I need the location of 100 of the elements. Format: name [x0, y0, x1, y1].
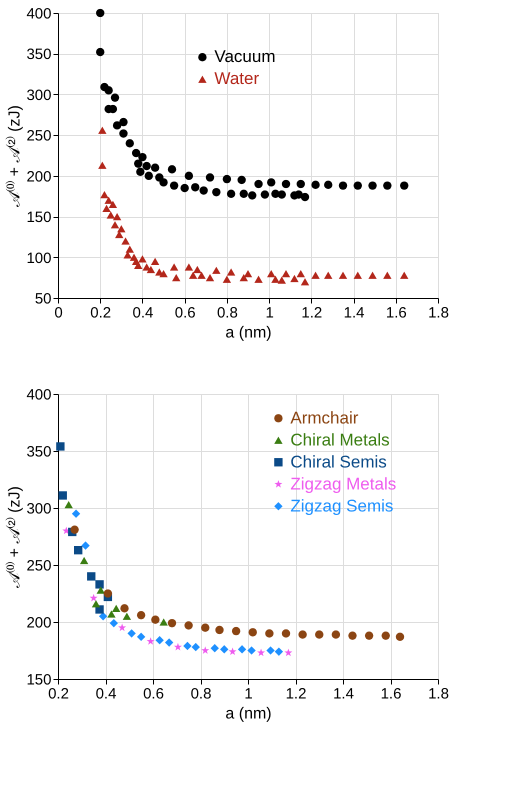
point — [136, 632, 146, 642]
point — [296, 270, 305, 278]
point — [136, 610, 146, 620]
x-tick-label: 1.2 — [286, 686, 306, 702]
point — [92, 600, 100, 608]
x-tick-label: 0.4 — [132, 304, 154, 322]
legend-label: Chiral Semis — [290, 452, 387, 472]
point — [348, 632, 357, 640]
point — [81, 541, 90, 550]
point — [127, 629, 136, 638]
y-tick-label: 300 — [26, 86, 52, 104]
point — [368, 181, 377, 190]
point — [134, 159, 142, 168]
point — [184, 172, 194, 180]
point — [400, 272, 408, 279]
point — [96, 586, 105, 594]
point — [193, 266, 202, 274]
point — [126, 246, 134, 253]
point — [212, 266, 221, 274]
point — [240, 190, 248, 198]
point — [247, 646, 256, 655]
point — [112, 604, 120, 612]
point — [267, 270, 276, 278]
point — [96, 8, 104, 18]
point — [240, 274, 248, 282]
point — [311, 272, 320, 279]
point — [72, 510, 80, 518]
legend-label: Armchair — [290, 408, 359, 428]
point — [184, 621, 193, 630]
point — [244, 270, 252, 278]
point — [121, 237, 130, 245]
x-tick-label: 0 — [54, 304, 63, 322]
x-tick-label: 0.2 — [90, 304, 112, 322]
y-tick-label: 100 — [26, 250, 52, 267]
point — [64, 500, 73, 508]
point — [271, 276, 280, 283]
point — [383, 272, 392, 279]
x-tick-label: 0.6 — [174, 304, 196, 322]
point — [222, 174, 232, 184]
point — [144, 172, 153, 180]
point — [396, 632, 404, 641]
point — [206, 173, 214, 182]
y-tick-label: 350 — [26, 444, 52, 460]
x-tick-label: 1.4 — [333, 686, 354, 702]
point — [119, 129, 128, 138]
point — [74, 546, 82, 554]
point — [159, 178, 168, 187]
y-tick-label: 150 — [26, 672, 52, 688]
point — [248, 628, 257, 636]
point — [274, 647, 284, 656]
point — [400, 181, 408, 190]
point — [112, 212, 122, 220]
point — [354, 272, 362, 279]
point — [383, 181, 392, 190]
point — [150, 164, 160, 172]
point — [191, 183, 200, 192]
point — [95, 580, 104, 589]
point — [183, 642, 192, 650]
y-tick-label: 150 — [26, 209, 52, 226]
y-axis-title: 𝒜⁽⁰⁾ + 𝒜⁽²⁾ (zJ) — [4, 105, 24, 207]
x-tick-label: 1.2 — [301, 304, 322, 322]
point — [160, 618, 168, 626]
point — [164, 638, 174, 647]
y-axis-title: 𝒜⁽⁰⁾ + 𝒜⁽²⁾ (zJ) — [4, 486, 24, 588]
x-tick-label: 1 — [244, 686, 253, 702]
point — [122, 612, 132, 620]
point — [192, 642, 200, 652]
point — [58, 491, 67, 500]
point — [150, 258, 160, 265]
point — [98, 612, 108, 620]
point — [96, 48, 104, 56]
point — [132, 148, 140, 158]
point — [199, 186, 208, 195]
point — [282, 629, 290, 638]
point — [104, 86, 113, 95]
y-tick-label: 350 — [26, 46, 52, 64]
point — [332, 630, 340, 639]
point — [226, 190, 236, 198]
x-axis-title: a (nm) — [225, 706, 272, 722]
point — [368, 272, 377, 279]
point — [106, 211, 115, 219]
point — [118, 624, 126, 632]
point — [170, 181, 178, 190]
legend-label: Vacuum — [214, 47, 276, 66]
point — [98, 126, 107, 134]
point — [266, 646, 275, 655]
point — [324, 272, 332, 279]
point — [134, 262, 142, 270]
point — [201, 624, 210, 632]
x-tick-label: 0.6 — [143, 686, 164, 702]
point — [338, 181, 348, 190]
point — [215, 626, 224, 634]
point — [170, 263, 178, 271]
point — [120, 604, 129, 612]
point — [104, 196, 113, 204]
x-tick-label: 1 — [265, 304, 274, 322]
point — [56, 442, 65, 451]
x-tick-label: 0.4 — [96, 686, 116, 702]
point — [282, 270, 290, 278]
point — [201, 646, 210, 654]
